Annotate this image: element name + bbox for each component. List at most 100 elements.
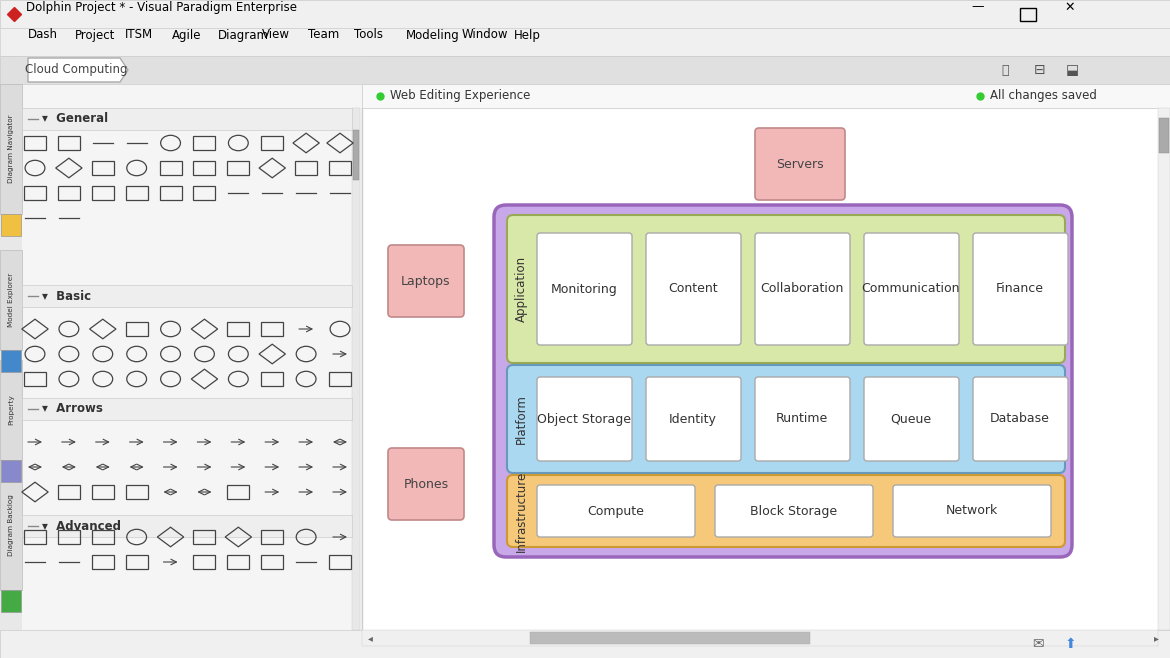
Bar xyxy=(22,56,362,638)
Text: ◂: ◂ xyxy=(367,633,372,643)
Text: Project: Project xyxy=(75,28,116,41)
Bar xyxy=(227,555,249,569)
Text: ITSM: ITSM xyxy=(125,28,153,41)
Text: Platform: Platform xyxy=(515,394,528,444)
FancyBboxPatch shape xyxy=(646,233,741,345)
Bar xyxy=(261,530,283,544)
FancyBboxPatch shape xyxy=(863,377,959,461)
Text: ✕: ✕ xyxy=(1065,1,1075,14)
Bar xyxy=(1,460,21,482)
Bar xyxy=(57,530,80,544)
Bar xyxy=(193,530,215,544)
Text: Phones: Phones xyxy=(404,478,448,490)
Bar xyxy=(261,555,283,569)
Bar xyxy=(295,161,317,175)
Bar xyxy=(91,530,113,544)
Bar xyxy=(159,186,181,200)
FancyBboxPatch shape xyxy=(893,485,1051,537)
Text: ⊟: ⊟ xyxy=(1034,63,1046,77)
Bar xyxy=(125,186,147,200)
FancyBboxPatch shape xyxy=(537,233,632,345)
Bar xyxy=(25,186,46,200)
Bar xyxy=(57,485,80,499)
Text: Finance: Finance xyxy=(996,282,1044,295)
Bar xyxy=(0,360,22,460)
FancyBboxPatch shape xyxy=(715,485,873,537)
Bar xyxy=(0,56,1170,84)
Bar xyxy=(0,28,1170,56)
Text: Collaboration: Collaboration xyxy=(760,282,844,295)
Text: Dolphin Project * - Visual Paradigm Enterprise: Dolphin Project * - Visual Paradigm Ente… xyxy=(26,1,297,14)
FancyBboxPatch shape xyxy=(388,448,464,520)
Bar xyxy=(353,130,359,180)
Bar xyxy=(1,350,21,372)
Bar xyxy=(22,515,352,537)
FancyBboxPatch shape xyxy=(863,233,959,345)
Bar xyxy=(57,136,80,150)
Bar xyxy=(91,485,113,499)
Text: Servers: Servers xyxy=(776,157,824,170)
Text: Content: Content xyxy=(668,282,718,295)
Text: Runtime: Runtime xyxy=(776,413,828,426)
FancyBboxPatch shape xyxy=(537,377,632,461)
Text: Modeling: Modeling xyxy=(406,28,460,41)
Text: Communication: Communication xyxy=(862,282,961,295)
Bar xyxy=(25,530,46,544)
Bar xyxy=(159,161,181,175)
Text: Tools: Tools xyxy=(355,28,383,41)
Text: Web Editing Experience: Web Editing Experience xyxy=(390,89,530,103)
Text: ✉: ✉ xyxy=(1032,637,1044,651)
Bar xyxy=(1,590,21,612)
Bar xyxy=(193,555,215,569)
FancyBboxPatch shape xyxy=(507,215,1065,363)
Bar xyxy=(25,372,46,386)
Text: Diagram Navigator: Diagram Navigator xyxy=(8,114,14,184)
FancyBboxPatch shape xyxy=(755,128,845,200)
Text: Diagram: Diagram xyxy=(218,28,269,41)
Bar xyxy=(227,322,249,336)
Bar xyxy=(352,108,360,630)
Bar xyxy=(0,630,1170,658)
Text: View: View xyxy=(262,28,290,41)
Bar xyxy=(329,555,351,569)
FancyBboxPatch shape xyxy=(537,485,695,537)
Text: Agile: Agile xyxy=(172,28,201,41)
Text: Object Storage: Object Storage xyxy=(537,413,631,426)
Bar xyxy=(227,161,249,175)
Text: ▾  Advanced: ▾ Advanced xyxy=(42,520,121,532)
Bar xyxy=(1020,8,1035,21)
Bar xyxy=(125,485,147,499)
FancyBboxPatch shape xyxy=(388,245,464,317)
Bar xyxy=(125,322,147,336)
Text: ▸: ▸ xyxy=(1154,633,1158,643)
FancyBboxPatch shape xyxy=(755,377,849,461)
Bar xyxy=(57,186,80,200)
Bar xyxy=(91,186,113,200)
Text: —: — xyxy=(972,1,984,14)
Bar xyxy=(0,250,22,350)
Text: Network: Network xyxy=(945,505,998,517)
Bar xyxy=(25,136,46,150)
Text: Block Storage: Block Storage xyxy=(750,505,838,517)
Bar xyxy=(22,108,352,130)
Bar xyxy=(1159,118,1169,153)
Bar xyxy=(362,630,1158,646)
Text: Laptops: Laptops xyxy=(401,274,450,288)
Bar xyxy=(362,84,1170,108)
Bar xyxy=(91,555,113,569)
Bar xyxy=(22,285,352,307)
Text: Monitoring: Monitoring xyxy=(551,282,618,295)
FancyBboxPatch shape xyxy=(494,205,1072,557)
Bar xyxy=(530,632,810,644)
Polygon shape xyxy=(28,58,128,82)
Bar xyxy=(261,136,283,150)
Text: ⬓: ⬓ xyxy=(1066,63,1079,77)
Bar xyxy=(329,372,351,386)
Text: Identity: Identity xyxy=(669,413,717,426)
Bar xyxy=(193,161,215,175)
Bar xyxy=(0,0,1170,28)
Text: Dash: Dash xyxy=(28,28,58,41)
Text: Team: Team xyxy=(308,28,339,41)
Bar xyxy=(22,398,352,420)
FancyBboxPatch shape xyxy=(507,475,1065,547)
